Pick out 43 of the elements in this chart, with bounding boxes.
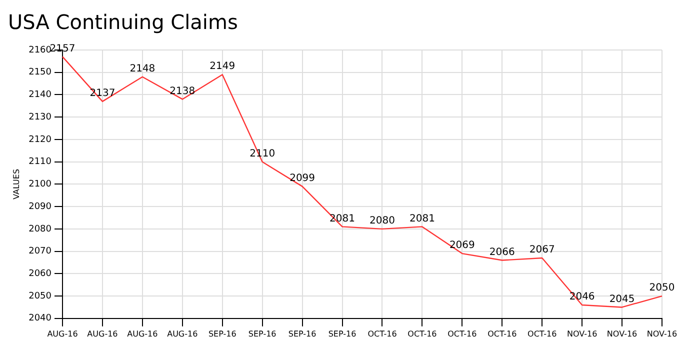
x-tick-label: AUG-16	[167, 329, 198, 338]
data-label: 2149	[210, 61, 236, 72]
y-tick-label: 2110	[28, 157, 52, 168]
data-label: 2157	[50, 43, 76, 54]
data-label: 2099	[290, 173, 316, 184]
data-label: 2066	[489, 246, 515, 258]
y-tick-label: 2090	[28, 202, 52, 212]
y-tick-label: 2100	[28, 180, 52, 190]
y-tick-label: 2080	[28, 224, 52, 234]
data-label: 2080	[370, 216, 395, 227]
x-tick-label: OCT-16	[448, 329, 477, 338]
x-tick-label: NOV-16	[566, 329, 598, 338]
x-tick-label: SEP-16	[208, 329, 236, 338]
data-label: 2148	[130, 63, 156, 74]
data-label: 2067	[529, 244, 555, 256]
y-tick-label: 2120	[28, 134, 52, 145]
x-tick-label: AUG-16	[47, 329, 78, 338]
x-tick-label: SEP-16	[328, 329, 356, 338]
y-axis-title: VALUES	[12, 168, 21, 200]
x-tick-label: OCT-16	[368, 329, 397, 338]
y-tick-label: 2140	[28, 90, 52, 100]
y-tick-label: 2070	[28, 246, 52, 257]
x-tick-label: OCT-16	[488, 329, 517, 338]
y-tick-label: 2040	[28, 314, 52, 324]
y-tick-label: 2130	[28, 112, 52, 122]
data-label: 2081	[409, 213, 435, 224]
data-label: 2045	[609, 294, 635, 305]
data-label: 2138	[170, 86, 196, 97]
x-tick-label: NOV-16	[606, 329, 638, 338]
y-tick-label: 2160	[28, 45, 52, 56]
x-tick-label: OCT-16	[408, 329, 437, 338]
chart-title: USA Continuing Claims	[8, 10, 238, 34]
y-tick-label: 2060	[28, 269, 52, 280]
y-tick-label: 2050	[28, 291, 52, 302]
data-label: 2050	[649, 282, 675, 294]
x-tick-label: OCT-16	[528, 329, 557, 338]
y-tick-label: 2150	[28, 68, 52, 78]
x-tick-label: SEP-16	[288, 329, 316, 338]
x-tick-label: NOV-16	[646, 329, 678, 338]
x-tick-label: SEP-16	[248, 329, 276, 338]
data-label: 2069	[449, 240, 475, 252]
x-tick-label: AUG-16	[87, 329, 118, 338]
x-tick-label: AUG-16	[127, 329, 158, 338]
